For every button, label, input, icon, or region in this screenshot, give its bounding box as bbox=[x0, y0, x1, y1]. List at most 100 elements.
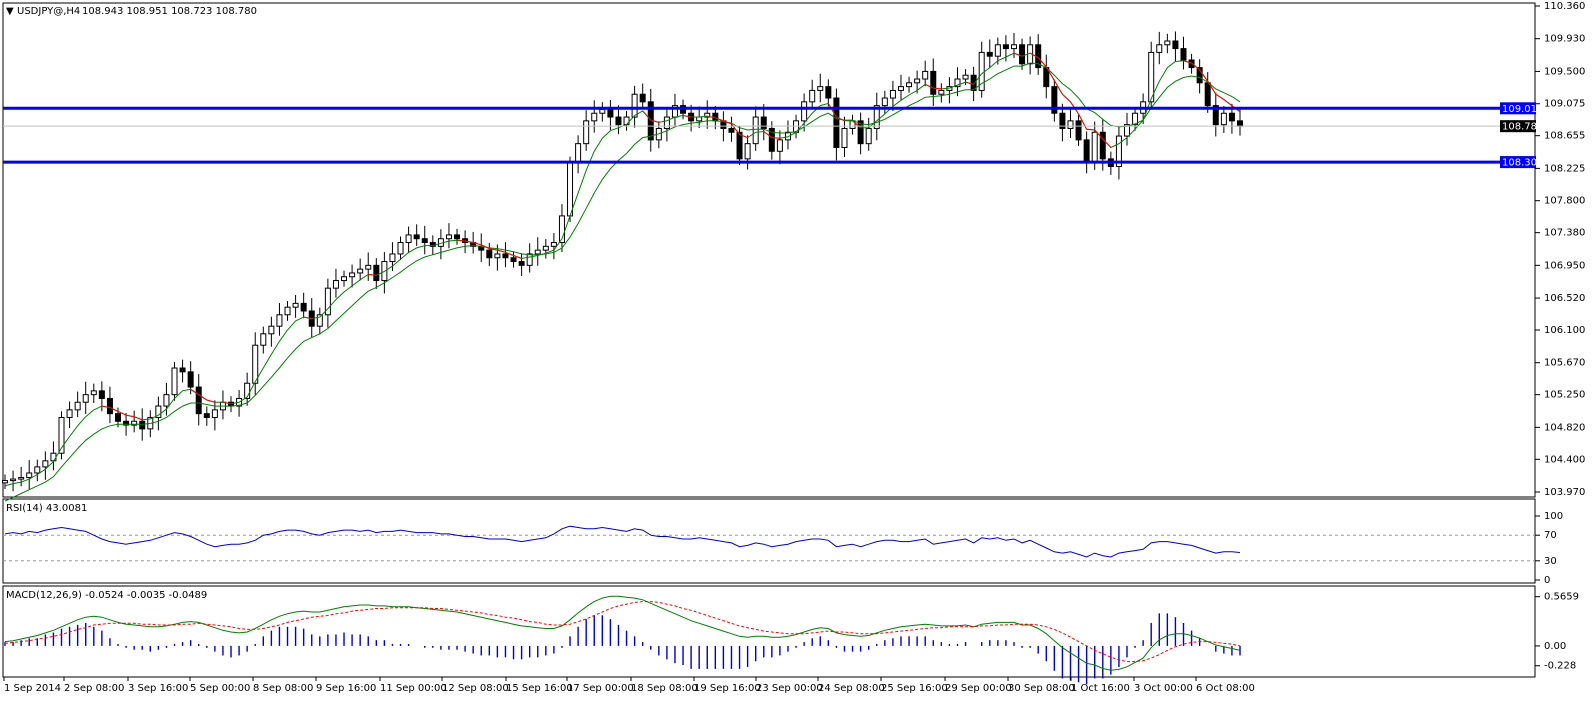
candle-body bbox=[1188, 59, 1195, 69]
candle-body bbox=[615, 116, 622, 126]
candle-body bbox=[639, 93, 646, 103]
time-tick-label: 8 Sep 08:00 bbox=[253, 683, 313, 694]
candle-body bbox=[1019, 44, 1026, 65]
rsi-tick-label: 70 bbox=[1544, 530, 1557, 541]
candle-body bbox=[873, 105, 880, 129]
rsi-tick-label: 100 bbox=[1544, 511, 1563, 522]
current-price-label: 108.780 bbox=[1502, 122, 1543, 133]
time-tick-label: 17 Sep 00:00 bbox=[567, 683, 634, 694]
ma-down-segment bbox=[827, 103, 837, 118]
candle-body bbox=[292, 302, 299, 308]
candle-body bbox=[187, 371, 194, 388]
candle-body bbox=[341, 276, 348, 282]
candle-body bbox=[163, 394, 170, 407]
time-tick-label: 3 Oct 00:00 bbox=[1134, 683, 1193, 694]
candle-body bbox=[583, 120, 590, 145]
time-tick-label: 12 Sep 08:00 bbox=[442, 683, 509, 694]
candle-body bbox=[10, 478, 17, 482]
ma-down-segment bbox=[133, 416, 143, 421]
candle-body bbox=[1236, 120, 1244, 127]
candle-body bbox=[1156, 44, 1163, 53]
candle-body bbox=[66, 409, 73, 418]
candle-body bbox=[865, 127, 872, 145]
macd-tick-label: 0.00 bbox=[1544, 641, 1566, 652]
rsi-panel bbox=[2, 498, 1536, 584]
candle-body bbox=[1059, 112, 1066, 129]
ma-down-segment bbox=[206, 399, 216, 403]
candle-body bbox=[567, 162, 574, 217]
candle-body bbox=[558, 215, 565, 244]
candle-body bbox=[268, 325, 275, 335]
candle-body bbox=[357, 268, 364, 274]
ma-down-segment bbox=[1062, 93, 1071, 103]
macd-tick-label: -0.228 bbox=[1544, 661, 1576, 672]
ohlc-header: 108.943 108.951 108.723 108.780 bbox=[82, 6, 257, 17]
candle-body bbox=[203, 413, 210, 418]
ma-down-segment bbox=[1191, 62, 1200, 71]
ma-down-segment bbox=[731, 123, 740, 135]
price-tick-label: 109.500 bbox=[1544, 66, 1585, 77]
candle-body bbox=[510, 257, 517, 263]
ma-down-segment bbox=[1053, 80, 1063, 95]
price-tick-label: 105.670 bbox=[1544, 358, 1585, 369]
candle-body bbox=[623, 116, 630, 126]
ma-down-segment bbox=[1037, 57, 1047, 68]
candle-body bbox=[736, 131, 743, 160]
candle-body bbox=[534, 249, 541, 255]
time-tick-label: 1 Oct 16:00 bbox=[1071, 683, 1130, 694]
candle-body bbox=[1132, 112, 1139, 126]
ma-down-segment bbox=[1215, 93, 1225, 100]
candle-body bbox=[34, 466, 41, 474]
rsi-tick-label: 30 bbox=[1544, 556, 1557, 567]
candle-body bbox=[857, 120, 864, 145]
price-panel bbox=[2, 2, 1536, 498]
candle-body bbox=[994, 44, 1001, 57]
ma-down-segment bbox=[836, 116, 845, 122]
macd-tick-label: 0.5659 bbox=[1544, 592, 1579, 603]
candle-body bbox=[889, 89, 896, 99]
horizontal-levels[interactable]: 109.015 108.308 108.780 bbox=[3, 102, 1543, 169]
price-tick-label: 107.380 bbox=[1544, 228, 1585, 239]
ma-down-segment bbox=[456, 239, 466, 242]
candle-body bbox=[1228, 112, 1235, 122]
ma-down-segment bbox=[489, 248, 498, 251]
price-tick-label: 106.520 bbox=[1544, 293, 1585, 304]
candle-body bbox=[90, 390, 97, 396]
candle-body bbox=[26, 472, 33, 479]
time-axis: 1 Sep 2014 2 Sep 08:00 3 Sep 16:00 5 Sep 00… bbox=[3, 677, 1255, 694]
candle-body bbox=[171, 367, 178, 396]
ma-down-segment bbox=[715, 117, 724, 122]
candle-body bbox=[914, 78, 921, 84]
candle-body bbox=[760, 116, 767, 129]
dropdown-arrow-icon[interactable]: ▼ bbox=[6, 6, 14, 17]
price-tick-label: 106.950 bbox=[1544, 260, 1585, 271]
candle-body bbox=[18, 477, 25, 480]
candle-body bbox=[550, 242, 557, 247]
candle-body bbox=[82, 394, 89, 403]
candle-body bbox=[954, 78, 961, 88]
candle-body bbox=[445, 234, 452, 240]
ma-down-segment bbox=[1094, 129, 1104, 140]
candle-body bbox=[98, 390, 105, 399]
candle-body bbox=[405, 234, 412, 244]
candle-body bbox=[454, 234, 461, 240]
candle-body bbox=[413, 234, 420, 240]
candle-body bbox=[1075, 120, 1082, 141]
ma-down-segment bbox=[117, 410, 127, 416]
ma-down-segment bbox=[198, 394, 208, 401]
candle-body bbox=[244, 382, 251, 399]
time-tick-label: 5 Sep 00:00 bbox=[190, 683, 250, 694]
candle-body bbox=[768, 127, 775, 152]
candle-body bbox=[696, 116, 703, 122]
ma-down-segment bbox=[125, 414, 135, 418]
level-price-tag bbox=[1500, 102, 1536, 115]
candle-body bbox=[123, 420, 130, 426]
candle-body bbox=[809, 89, 816, 103]
ma-down-segment bbox=[682, 115, 692, 118]
candle-body bbox=[260, 333, 267, 346]
candle-body bbox=[542, 245, 549, 251]
candle-body bbox=[704, 112, 711, 118]
candle-body bbox=[1172, 40, 1179, 50]
ma-down-segment bbox=[965, 81, 974, 85]
rsi-tick-label: 0 bbox=[1544, 575, 1550, 586]
